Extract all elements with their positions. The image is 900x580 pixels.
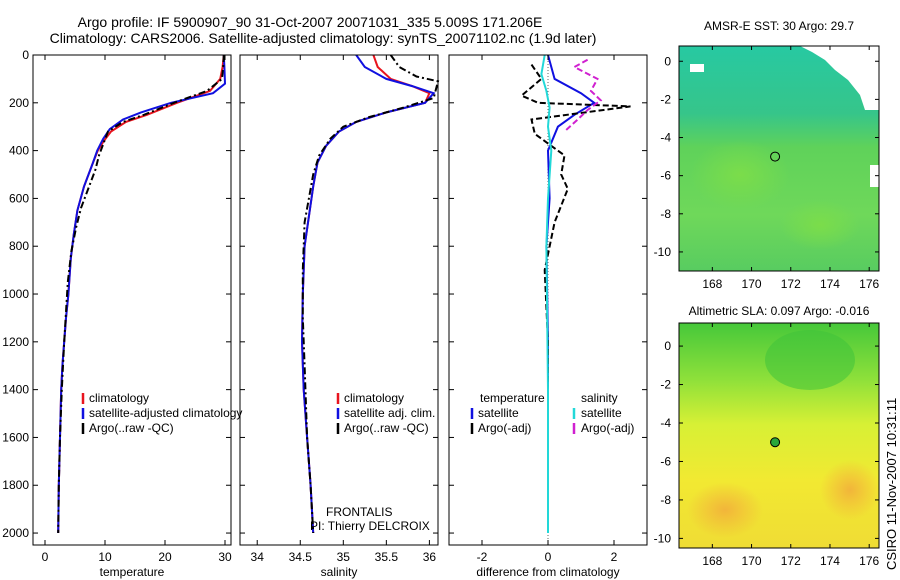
y-tick-label: -4 (660, 416, 671, 430)
legend-label: Argo(..raw -QC) (89, 421, 174, 435)
argo-location-marker (770, 437, 781, 448)
legend-label: Argo(-adj) (478, 421, 531, 435)
axes-frame (32, 54, 232, 546)
y-tick-label: 1600 (2, 430, 29, 444)
figure-title-line1: Argo profile: IF 5900907_90 31-Oct-2007 … (78, 14, 543, 30)
x-tick-label: 36 (423, 550, 437, 564)
y-tick-label: 0 (22, 48, 29, 62)
series-line-sat (57, 54, 227, 534)
y-tick-label: -2 (660, 92, 671, 106)
figure-title-line2: Climatology: CARS2006. Satellite-adjuste… (50, 30, 597, 46)
y-tick-label: 0 (664, 339, 671, 353)
x-tick-label: 2 (611, 550, 618, 564)
x-tick-label: 20 (158, 550, 172, 564)
series-line-temp_argo (519, 64, 631, 533)
x-tick-label: 0 (545, 550, 552, 564)
argo-location-marker (770, 151, 781, 162)
salinity-profile-panel: 34 34.5 35 35.5 36 salinity climatologysatelli… (239, 54, 440, 579)
axes-frame (239, 54, 439, 546)
x-tick-label: 35.5 (375, 550, 399, 564)
sst-cloud-mask (800, 46, 879, 110)
x-tick-label: 176 (859, 554, 879, 568)
legend-label: satellite (581, 406, 622, 420)
y-tick-label: -6 (660, 454, 671, 468)
sla-high-patch (687, 482, 763, 538)
temperature-profile-panel: 0 10 20 30 0 200 400 600 800 1000 1200 1400 1600 1800… (2, 48, 242, 579)
map-frame (678, 45, 880, 272)
sst-warm-patch (780, 200, 860, 250)
x-tick-label: 174 (820, 277, 840, 291)
sst-cloud-mask (690, 64, 704, 72)
legend-label: satellite adj. clim. (344, 406, 435, 420)
sla-high-patch (820, 460, 880, 520)
x-tick-label: -2 (477, 550, 488, 564)
x-tick-label: 35 (337, 550, 351, 564)
x-axis-label: temperature (100, 565, 165, 579)
series-line-sal_sat (540, 54, 553, 533)
y-tick-label: 600 (9, 191, 29, 205)
pi-label: PI: Thierry DELCROIX (310, 519, 430, 533)
y-tick-label: 800 (9, 239, 29, 253)
x-tick-label: 170 (742, 277, 762, 291)
series-line-sal_argo (563, 58, 603, 133)
series-line-argo (57, 54, 225, 534)
legend-label: Argo(..raw -QC) (344, 421, 429, 435)
legend-title: temperature (480, 391, 545, 405)
legend-title: salinity (581, 391, 618, 405)
y-tick-label: 400 (9, 144, 29, 158)
y-tick-label: 0 (664, 54, 671, 68)
x-tick-label: 0 (42, 550, 49, 564)
y-tick-label: -4 (660, 131, 671, 145)
x-tick-label: 168 (702, 554, 722, 568)
y-tick-label: 2000 (2, 526, 29, 540)
series-line-clim (57, 54, 225, 534)
legend-label: Argo(-adj) (581, 421, 634, 435)
sst-warm-patch (690, 140, 790, 210)
y-tick-label: -8 (660, 493, 671, 507)
x-tick-label: 168 (702, 277, 722, 291)
legend-label: satellite (478, 406, 519, 420)
legend-label: climatology (344, 391, 404, 405)
y-tick-label: 1400 (2, 383, 29, 397)
legend-label: satellite-adjusted climatology (89, 406, 242, 420)
series-line-sat (300, 54, 436, 534)
sla-map-panel: Altimetric SLA: 0.097 Argo: -0.016 168 170… (654, 304, 880, 568)
x-tick-label: 176 (859, 277, 879, 291)
y-tick-label: 1800 (2, 478, 29, 492)
x-tick-label: 30 (218, 550, 232, 564)
legend-label: climatology (89, 391, 149, 405)
x-tick-label: 174 (820, 554, 840, 568)
y-tick-label: 1000 (2, 287, 29, 301)
x-tick-label: 172 (781, 554, 801, 568)
x-tick-label: 10 (98, 550, 112, 564)
x-tick-label: 34.5 (289, 550, 313, 564)
map-title: AMSR-E SST: 30 Argo: 29.7 (704, 19, 854, 33)
y-tick-label: -6 (660, 169, 671, 183)
y-tick-label: -8 (660, 207, 671, 221)
x-tick-label: 34 (251, 550, 265, 564)
x-axis-label: salinity (321, 565, 358, 579)
credit-text: CSIRO 11-Nov-2007 10:31:11 (884, 398, 899, 570)
sst-map-panel: AMSR-E SST: 30 Argo: 29.7 168 170 172 174 176… (654, 19, 880, 291)
frontalis-label: FRONTALIS (326, 505, 392, 519)
map-frame (678, 322, 880, 549)
y-tick-label: 200 (9, 96, 29, 110)
map-title: Altimetric SLA: 0.097 Argo: -0.016 (689, 304, 870, 318)
y-tick-label: 1200 (2, 335, 29, 349)
series-line-clim (300, 54, 431, 534)
y-tick-label: -2 (660, 378, 671, 392)
series-line-argo (301, 54, 440, 534)
y-tick-label: -10 (654, 531, 672, 545)
y-tick-label: -10 (654, 245, 672, 259)
x-axis-label: difference from climatology (476, 565, 619, 579)
x-tick-label: 170 (742, 554, 762, 568)
sla-low-patch (765, 330, 855, 390)
x-tick-label: 172 (781, 277, 801, 291)
sst-cloud-mask (870, 165, 879, 187)
